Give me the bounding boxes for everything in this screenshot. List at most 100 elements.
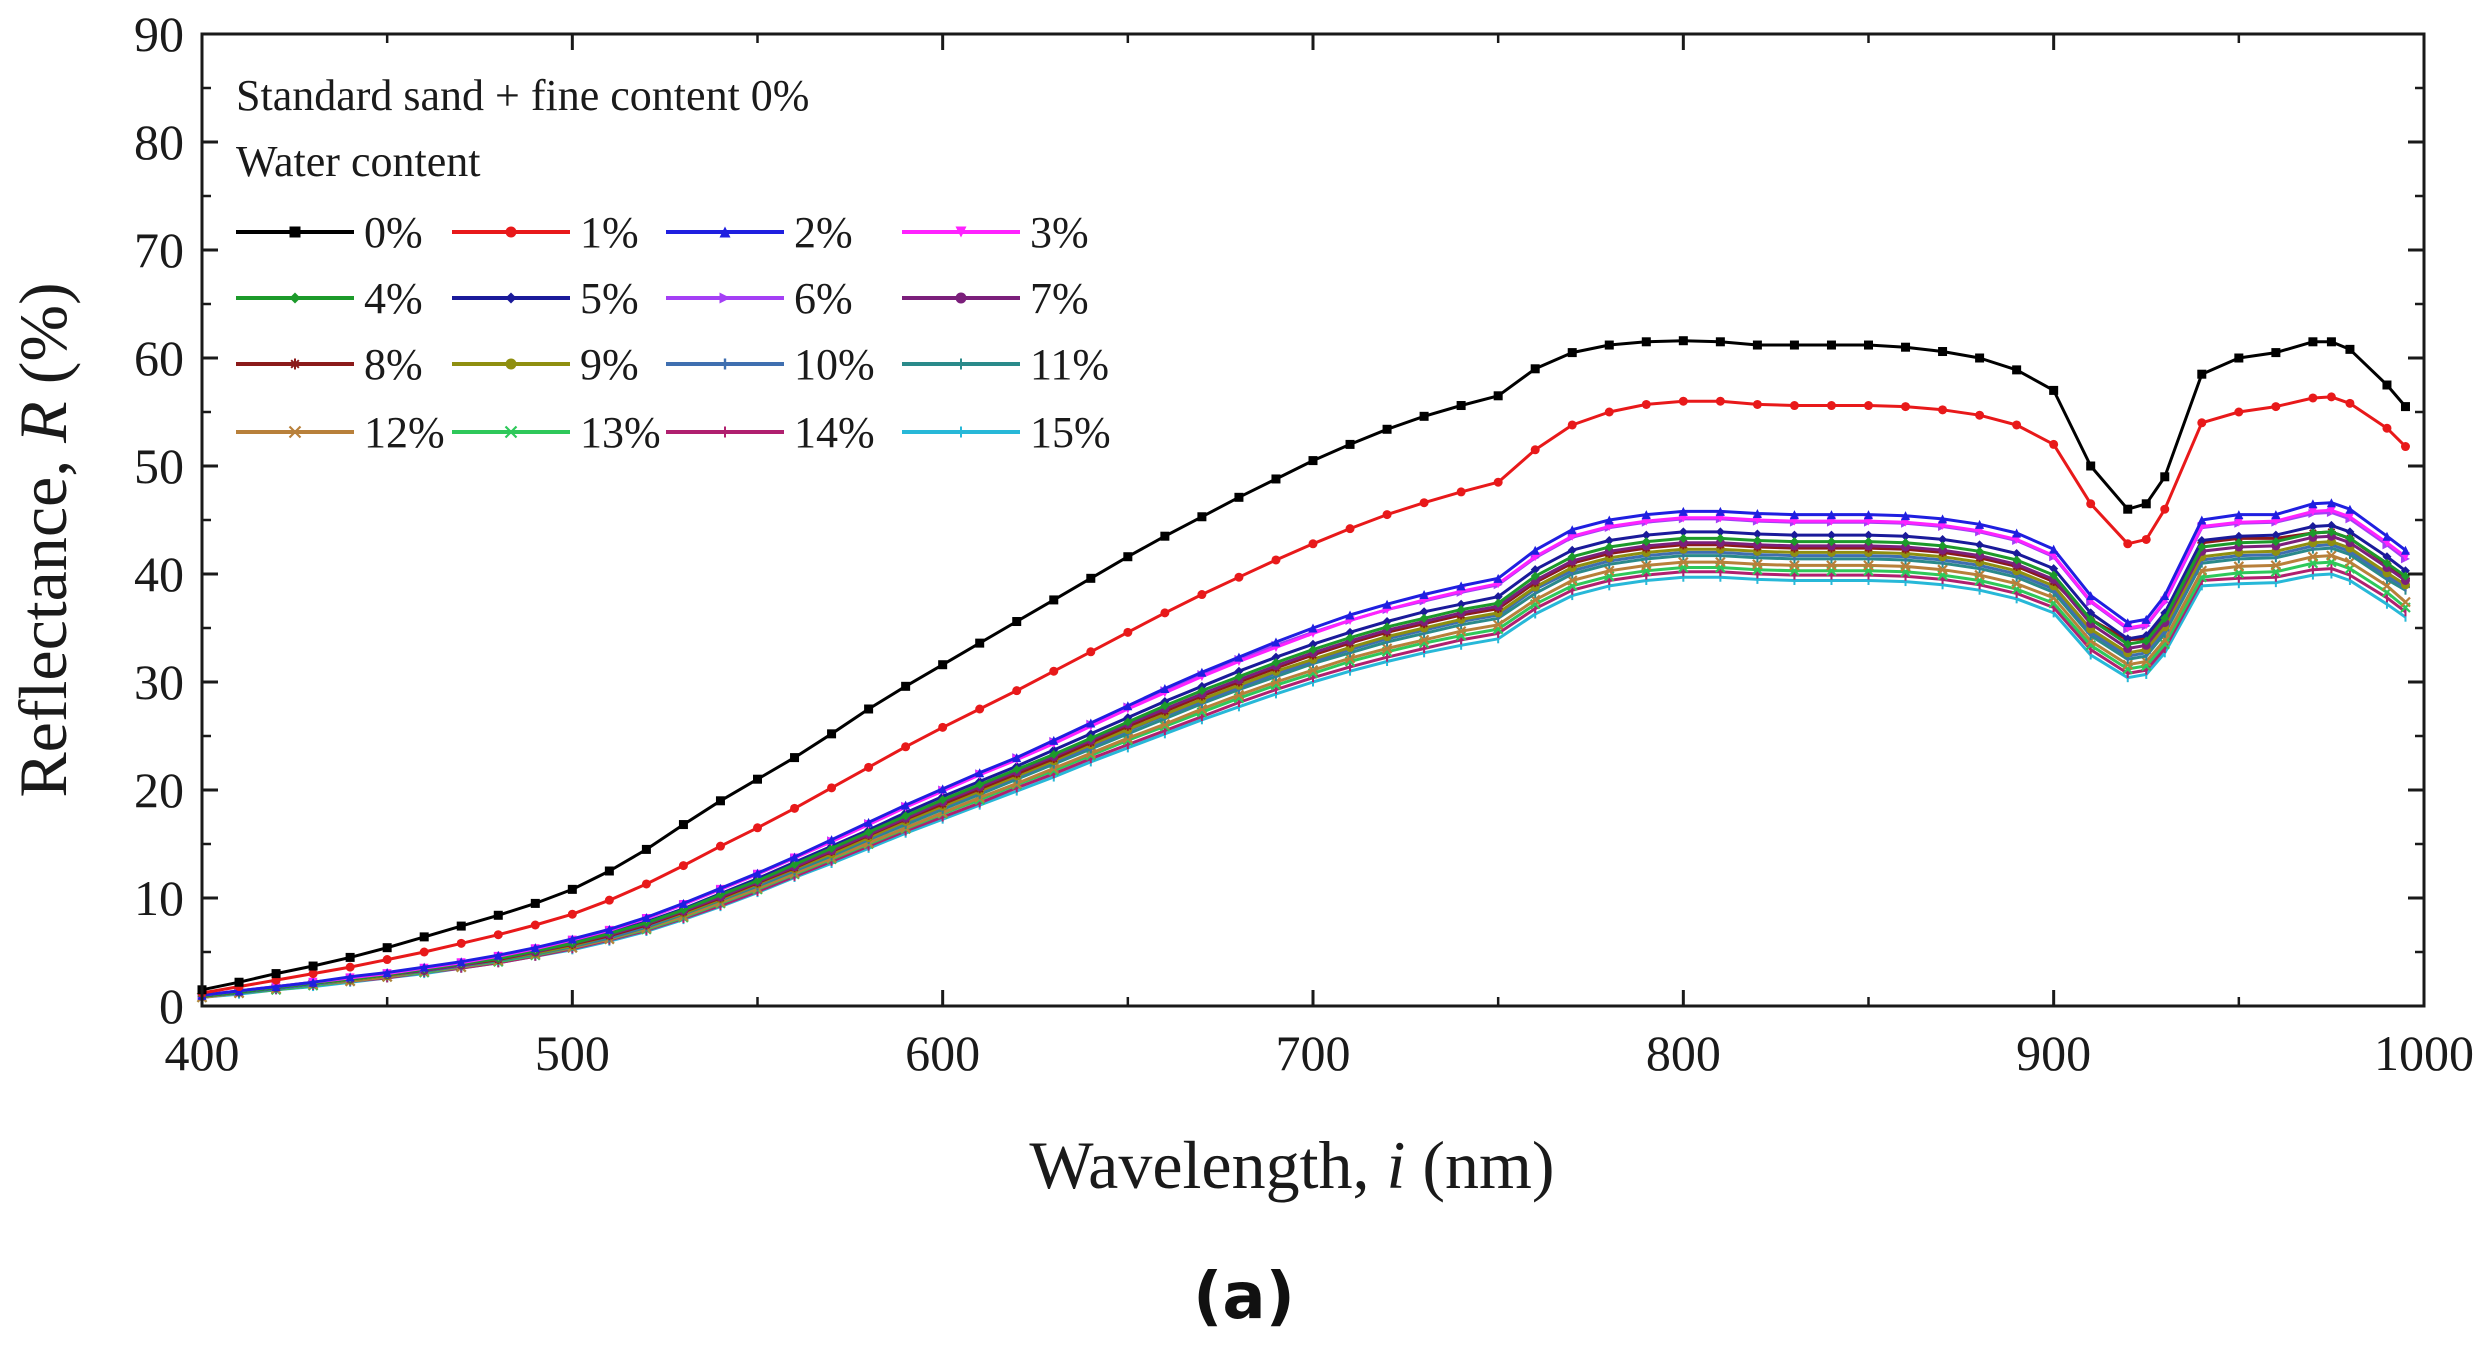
data-point [2271,402,2281,412]
data-point [2123,539,2133,549]
data-point [1604,407,1614,417]
data-point [1345,439,1355,449]
data-point [2326,520,2336,530]
legend-swatch-marker [719,226,731,238]
data-point [1641,530,1651,540]
data-point [308,977,318,987]
data-point [1901,531,1911,541]
y-axis-label-unit: (%) [5,282,81,401]
legend-label: 3% [1030,208,1089,257]
data-point [1603,565,1615,577]
data-point [2326,550,2337,561]
series-2pct [197,498,2410,1000]
legend-swatch-marker [505,358,517,370]
y-axis-label-main: Reflectance, [5,443,81,798]
data-point [530,920,540,930]
data-point [1234,492,1244,502]
data-point [2345,512,2355,522]
data-point [2012,528,2022,538]
data-point [345,952,355,962]
data-point [1160,701,1170,711]
data-point [1567,420,1577,430]
legend-entry-4pct: 4% [236,274,423,323]
data-point [864,827,874,837]
data-point [2308,528,2318,538]
data-point [1938,347,1948,357]
data-point [2270,560,2282,571]
legend-swatch-marker [288,425,302,439]
data-point [1641,537,1651,547]
data-point [2381,580,2393,592]
data-point [2234,407,2244,417]
data-point [2308,337,2318,347]
data-point [2326,337,2336,347]
data-point [1752,559,1763,570]
data-point [1271,652,1281,662]
x-axis-label-unit: (nm) [1405,1127,1554,1203]
data-point [827,783,837,793]
data-point [1197,667,1207,677]
data-point [2140,656,2152,667]
data-point [1160,531,1170,541]
data-point [2271,348,2281,358]
data-point [1493,598,1503,608]
data-point [975,780,985,790]
data-point [938,784,948,794]
data-point [308,969,318,979]
data-point [938,795,948,805]
data-point [382,955,392,965]
data-point [2012,555,2022,565]
data-point [864,762,874,772]
data-point [2049,570,2059,580]
legend-label: 8% [364,340,423,389]
data-point [975,704,985,714]
legend-label: 9% [580,340,639,389]
x-tick-label: 600 [905,1025,980,1081]
y-tick-label: 20 [134,762,184,818]
data-point [2308,521,2318,531]
legend-swatch-marker [289,226,301,238]
data-point [1456,401,1466,411]
x-tick-label: 500 [535,1025,610,1081]
data-point [1123,552,1133,562]
data-point [864,704,874,714]
legend-label: 11% [1030,340,1109,389]
data-point [1975,546,1985,556]
data-point [1012,753,1022,763]
data-point [1382,617,1392,627]
y-tick-label: 60 [134,330,184,386]
data-point [1789,537,1799,547]
x-tick-label: 900 [2016,1025,2091,1081]
data-point [1641,560,1652,571]
legend-label: 13% [580,408,661,457]
data-point [2400,571,2410,581]
data-point [2234,510,2244,520]
data-point [493,930,503,940]
data-point [1901,402,1911,412]
legend-swatch-marker [719,292,731,304]
data-point [1345,633,1355,643]
data-point [1901,511,1911,521]
data-point [1197,686,1207,696]
data-point [1271,658,1281,668]
data-point [1493,477,1503,487]
data-point [2123,639,2133,649]
data-point [641,844,651,854]
data-point [901,681,911,691]
data-point [753,774,762,784]
data-point [1938,534,1948,544]
data-point [1382,510,1392,520]
legend: Standard sand + fine content 0% Water co… [236,71,1111,457]
data-point [1641,399,1651,409]
data-point [1752,509,1762,519]
data-point [2012,365,2022,375]
data-point [1938,541,1948,551]
data-point [2345,527,2355,537]
data-point [2049,439,2059,449]
data-point [382,943,392,953]
legend-label: 4% [364,274,423,323]
data-point [1567,348,1577,358]
legend-entry-10pct: 10% [666,340,875,389]
data-point [1678,506,1688,516]
data-point [1344,652,1356,664]
